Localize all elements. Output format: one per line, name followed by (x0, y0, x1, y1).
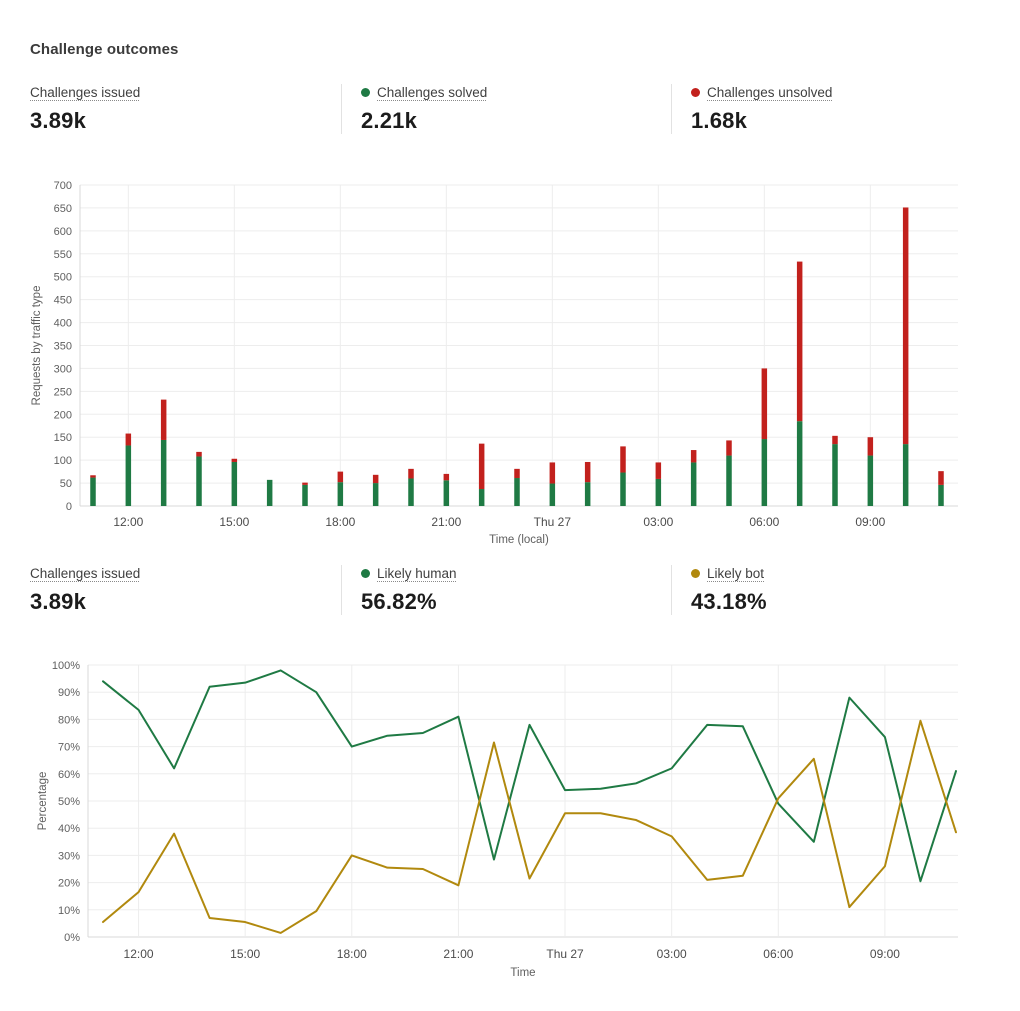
traffic-classification-stats-row: Challenges issued 3.89k Likely human 56.… (30, 565, 990, 615)
challenge-outcomes-stats-row: Challenges issued 3.89k Challenges solve… (30, 84, 990, 134)
svg-text:700: 700 (54, 180, 72, 192)
stat-label-text: Challenges unsolved (707, 85, 833, 100)
svg-text:80%: 80% (58, 714, 80, 726)
svg-text:12:00: 12:00 (124, 947, 154, 961)
svg-text:0: 0 (66, 501, 72, 513)
challenges-issued-value: 3.89k (30, 108, 87, 133)
likely-human-dot-icon (361, 569, 370, 578)
svg-text:21:00: 21:00 (443, 947, 473, 961)
svg-text:21:00: 21:00 (431, 515, 461, 529)
svg-text:0%: 0% (64, 932, 80, 944)
svg-text:Thu 27: Thu 27 (546, 947, 584, 961)
svg-text:15:00: 15:00 (219, 515, 249, 529)
svg-text:09:00: 09:00 (870, 947, 900, 961)
challenges-issued-label[interactable]: Challenges issued (30, 565, 140, 582)
challenges-issued-label[interactable]: Challenges issued (30, 84, 140, 101)
likely-human-label[interactable]: Likely human (361, 565, 457, 582)
stat-challenges-solved: Challenges solved 2.21k (341, 84, 671, 134)
svg-text:50%: 50% (58, 796, 80, 808)
challenges-solved-dot-icon (361, 88, 370, 97)
challenges-solved-value: 2.21k (361, 108, 418, 133)
page-title: Challenge outcomes (30, 41, 179, 58)
svg-text:15:00: 15:00 (230, 947, 260, 961)
svg-text:300: 300 (54, 363, 72, 375)
svg-text:350: 350 (54, 341, 72, 353)
svg-text:03:00: 03:00 (657, 947, 687, 961)
svg-text:450: 450 (54, 295, 72, 307)
svg-text:650: 650 (54, 203, 72, 215)
svg-text:200: 200 (54, 409, 72, 421)
challenges-issued-value: 3.89k (30, 589, 87, 614)
challenges-solved-label[interactable]: Challenges solved (361, 84, 487, 101)
stat-label-text: Likely bot (707, 566, 765, 581)
svg-text:70%: 70% (58, 742, 80, 754)
stat-label-text: Challenges issued (30, 566, 141, 581)
likely-bot-label[interactable]: Likely bot (691, 565, 764, 582)
stat-challenges-unsolved: Challenges unsolved 1.68k (671, 84, 990, 134)
likely-bot-value: 43.18% (691, 589, 767, 614)
svg-text:09:00: 09:00 (855, 515, 885, 529)
stat-likely-bot: Likely bot 43.18% (671, 565, 990, 615)
challenges-unsolved-label[interactable]: Challenges unsolved (691, 84, 832, 101)
challenges-unsolved-dot-icon (691, 88, 700, 97)
svg-text:03:00: 03:00 (643, 515, 673, 529)
svg-text:400: 400 (54, 318, 72, 330)
svg-text:18:00: 18:00 (325, 515, 355, 529)
stat-label-text: Challenges solved (377, 85, 488, 100)
challenges-unsolved-value: 1.68k (691, 108, 748, 133)
stat-label-text: Likely human (377, 566, 457, 581)
svg-text:600: 600 (54, 226, 72, 238)
traffic-percentage-line-chart[interactable]: 0% 10% 20% 30% 40% 50% 60% 70% 80% 90% 100% 12:00 15… (0, 645, 1020, 1011)
svg-text:550: 550 (54, 249, 72, 261)
svg-text:250: 250 (54, 386, 72, 398)
svg-text:06:00: 06:00 (749, 515, 779, 529)
stat-challenges-issued: Challenges issued 3.89k (30, 84, 341, 134)
stat-challenges-issued-2: Challenges issued 3.89k (30, 565, 341, 615)
svg-text:Requests by traffic type: Requests by traffic type (31, 286, 43, 406)
svg-text:40%: 40% (58, 823, 80, 835)
svg-text:500: 500 (54, 272, 72, 284)
svg-text:Time (local): Time (local) (489, 534, 549, 546)
svg-text:20%: 20% (58, 878, 80, 890)
stat-label-text: Challenges issued (30, 85, 141, 100)
svg-text:Thu 27: Thu 27 (534, 515, 572, 529)
likely-human-value: 56.82% (361, 589, 437, 614)
svg-text:30%: 30% (58, 850, 80, 862)
requests-by-traffic-type-bar-chart[interactable]: 0 50 100 150 200 250 300 350 400 450 500 550 600 650 7… (0, 170, 1020, 550)
svg-text:06:00: 06:00 (763, 947, 793, 961)
svg-text:18:00: 18:00 (337, 947, 367, 961)
svg-text:100: 100 (54, 455, 72, 467)
svg-text:Percentage: Percentage (37, 772, 49, 831)
svg-text:12:00: 12:00 (113, 515, 143, 529)
svg-text:150: 150 (54, 432, 72, 444)
svg-text:100%: 100% (52, 660, 80, 672)
svg-text:60%: 60% (58, 769, 80, 781)
svg-text:90%: 90% (58, 687, 80, 699)
stat-likely-human: Likely human 56.82% (341, 565, 671, 615)
svg-text:50: 50 (60, 478, 72, 490)
likely-bot-dot-icon (691, 569, 700, 578)
svg-text:10%: 10% (58, 905, 80, 917)
svg-text:Time: Time (510, 967, 535, 979)
